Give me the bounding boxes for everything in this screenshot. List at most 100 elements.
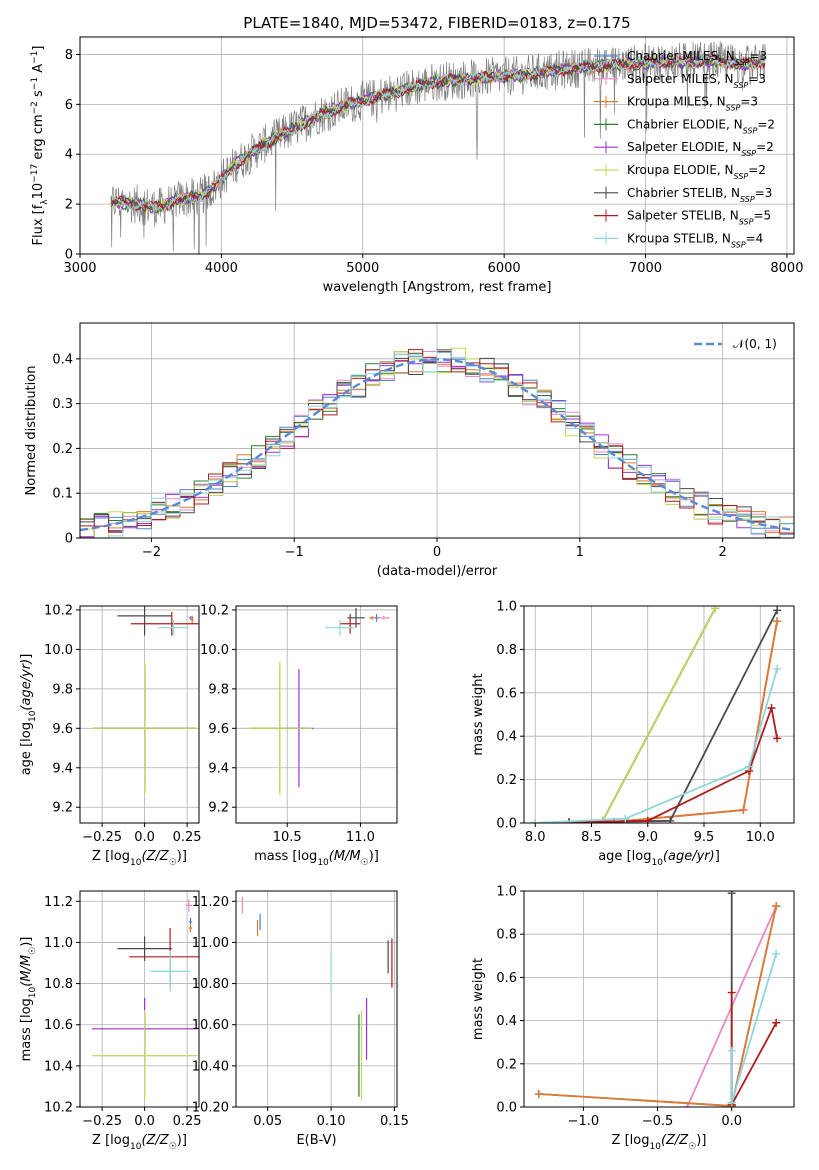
y-tick-label: 4 <box>65 148 73 163</box>
residual-histogram-plot-area <box>80 347 794 538</box>
model-fit-8 <box>110 52 766 214</box>
age-vs-metallicity-panel: −0.25 0.0 0.25 9.2 9.4 9.6 9.8 10.0 10.2 Z [log10… <box>19 603 202 868</box>
x-tick-label: 4000 <box>205 261 238 276</box>
legend-label: Salpeter STELIB, NSSP=5 <box>627 209 771 227</box>
errorbar-point <box>377 615 390 620</box>
mass-weight-marker <box>727 988 736 997</box>
mass-weight-line <box>568 704 778 823</box>
y-tick-label: 0.0 <box>496 1101 517 1116</box>
y-tick-label: 0.2 <box>496 1057 517 1072</box>
x-tick-label: 9.5 <box>694 830 715 845</box>
mass-weight-marker <box>773 617 782 626</box>
normal-reference-curve <box>80 358 794 532</box>
x-tick-label: 0.0 <box>134 1114 155 1129</box>
x-tick-label: 0.25 <box>173 1114 202 1129</box>
y-tick-label: 11.00 <box>192 936 229 951</box>
age-vs-mass-plot-area <box>247 607 390 796</box>
x-tick-label: −0.25 <box>82 1114 122 1129</box>
x-tick-label: −1.0 <box>568 1114 600 1129</box>
age-vs-metallicity-plot-area <box>91 606 199 796</box>
y-tick-label: 10.0 <box>44 643 73 658</box>
mass-weight-vs-metallicity-plot-area <box>534 891 781 1107</box>
y-tick-label: 0.2 <box>496 773 517 788</box>
legend-label: 𝒩(0, 1) <box>733 337 777 351</box>
y-tick-label: 10.6 <box>44 1018 73 1033</box>
mass-vs-metallicity-y-label: mass [log10(M/M☉)] <box>19 937 38 1062</box>
mass-weight-marker <box>767 703 776 712</box>
y-tick-label: 10.80 <box>192 977 229 992</box>
y-tick-label: 0.6 <box>496 686 517 701</box>
y-tick-label: 9.4 <box>208 761 229 776</box>
y-tick-label: 0.4 <box>496 730 517 745</box>
model-fit-5 <box>110 55 766 215</box>
errorbar-point <box>190 615 194 624</box>
y-tick-label: 11.0 <box>44 936 73 951</box>
mass-weight-vs-metallicity-y-label: mass weight <box>471 958 486 1040</box>
y-tick-label: 0.4 <box>496 1014 517 1029</box>
x-tick-label: 0.15 <box>380 1114 409 1129</box>
y-tick-label: 9.6 <box>208 722 229 737</box>
legend-label: Chabrier MILES, NSSP=3 <box>627 49 767 67</box>
y-tick-label: 9.8 <box>52 682 73 697</box>
mass-weight-marker <box>772 949 781 958</box>
errorbar-point <box>188 923 193 933</box>
mass-weight-marker <box>773 664 782 673</box>
mass-weight-marker <box>534 1090 543 1099</box>
mass-weight-marker <box>711 606 720 613</box>
y-tick-label: 10.2 <box>200 603 229 618</box>
x-tick-label: 8.5 <box>581 830 602 845</box>
y-tick-label: 1.0 <box>496 885 517 900</box>
mass-weight-vs-metallicity-x-label: Z [log10(Z/Z☉)] <box>612 1133 707 1152</box>
legend-label: Salpeter ELODIE, NSSP=2 <box>627 140 774 158</box>
y-tick-label: 11.2 <box>44 895 73 910</box>
spectrum-panel: 3000 4000 5000 6000 7000 8000 0 2 4 6 8 wavelength … <box>30 36 803 295</box>
y-tick-label: 9.4 <box>52 761 73 776</box>
errorbar-point <box>185 899 193 912</box>
x-tick-label: 5000 <box>346 261 379 276</box>
age-vs-mass-panel: 10.5 11.0 9.2 9.4 9.6 9.8 10.0 10.2 mass [log10(… <box>200 603 398 868</box>
y-tick-label: 10.8 <box>44 977 73 992</box>
y-tick-label: 9.2 <box>52 801 73 816</box>
mass-vs-extinction-panel: 0.05 0.10 0.15 10.20 10.40 10.60 10.80 11.00 11.… <box>192 890 409 1148</box>
spectrum-x-label: wavelength [Angstrom, rest frame] <box>323 280 552 295</box>
y-tick-label: 0.1 <box>52 487 73 502</box>
mass-weight-vs-age-frame <box>523 605 795 824</box>
spectrum-plot-area <box>110 41 766 254</box>
mass-weight-line <box>568 609 778 823</box>
errorbar-point <box>325 619 355 636</box>
errorbar-point <box>117 606 172 636</box>
x-tick-label: −1 <box>285 545 304 560</box>
mass-vs-extinction-frame <box>235 890 398 1108</box>
legend-label: Salpeter MILES, NSSP=3 <box>627 72 766 90</box>
x-tick-label: −0.5 <box>642 1114 674 1129</box>
y-tick-label: 9.2 <box>208 801 229 816</box>
y-tick-label: 0.2 <box>52 442 73 457</box>
errorbar-point <box>91 1010 198 1101</box>
errorbar-point <box>339 613 361 634</box>
x-tick-label: 8.0 <box>525 830 546 845</box>
y-tick-label: 10.20 <box>192 1101 229 1116</box>
y-tick-label: 0.3 <box>52 397 73 412</box>
legend-label: Chabrier ELODIE, NSSP=2 <box>627 117 775 135</box>
mass-weight-marker <box>773 606 782 615</box>
y-tick-label: 10.2 <box>44 1101 73 1116</box>
y-tick-label: 0 <box>65 248 73 263</box>
x-tick-label: 0.0 <box>721 1114 742 1129</box>
legend-label: Kroupa ELODIE, NSSP=2 <box>627 163 766 181</box>
x-tick-label: 0 <box>433 545 441 560</box>
spectrum-frame <box>79 36 795 255</box>
mass-vs-metallicity-frame <box>79 890 200 1108</box>
mass-weight-marker <box>727 1046 736 1055</box>
mass-weight-marker <box>739 805 748 814</box>
legend-label: Kroupa MILES, NSSP=3 <box>627 95 758 113</box>
x-tick-label: 3000 <box>63 261 96 276</box>
x-tick-label: 0.05 <box>253 1114 282 1129</box>
age-vs-metallicity-x-label: Z [log10(Z/Z☉)] <box>92 849 187 868</box>
mass-vs-metallicity-panel: −0.25 0.0 0.25 10.2 10.4 10.6 10.8 11.0 11.2 Z [l… <box>19 890 202 1152</box>
mass-weight-line <box>601 607 716 822</box>
errorbar-point <box>247 661 313 796</box>
x-tick-label: 0.25 <box>173 830 202 845</box>
y-tick-label: 0 <box>65 532 73 547</box>
x-tick-label: −0.25 <box>82 830 122 845</box>
legend-label: Kroupa STELIB, NSSP=4 <box>627 231 763 249</box>
